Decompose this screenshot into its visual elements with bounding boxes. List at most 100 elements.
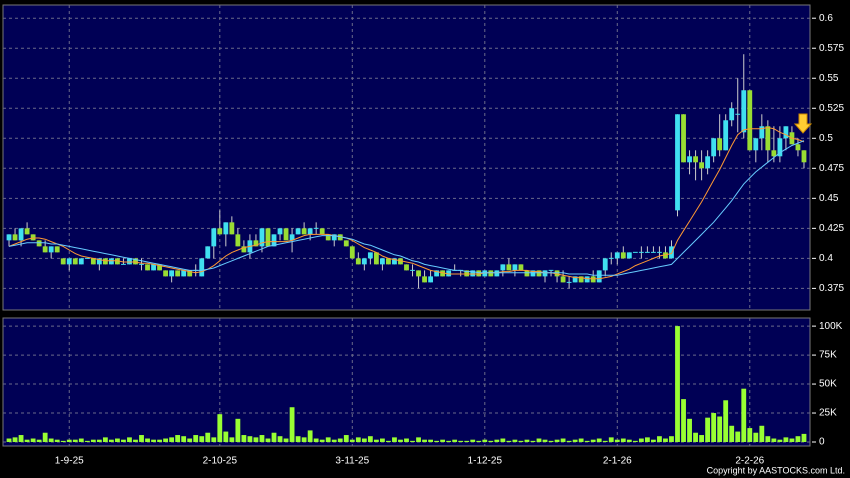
candle-body bbox=[181, 270, 187, 277]
candle-body bbox=[494, 270, 500, 277]
volume-bar bbox=[795, 436, 801, 442]
candle-body bbox=[253, 240, 259, 247]
volume-bar bbox=[235, 418, 241, 442]
candle-body bbox=[404, 264, 409, 271]
candle-body bbox=[777, 138, 783, 157]
candle-body bbox=[289, 234, 295, 241]
candle-body bbox=[361, 258, 367, 265]
volume-bar bbox=[759, 425, 765, 442]
x-tick-label: 3-11-25 bbox=[335, 456, 369, 467]
candle-body bbox=[530, 270, 536, 277]
volume-bar bbox=[319, 439, 325, 442]
y-tick-label: 0.6 bbox=[819, 13, 833, 24]
volume-bar bbox=[72, 439, 78, 442]
volume-bar bbox=[651, 439, 656, 442]
volume-bar bbox=[638, 438, 644, 442]
moving-average-line bbox=[8, 140, 805, 276]
volume-bar bbox=[361, 438, 367, 442]
volume-bar bbox=[410, 440, 415, 442]
volume-bar bbox=[663, 438, 668, 442]
volume-bar bbox=[584, 440, 590, 442]
candle-body bbox=[139, 263, 144, 265]
volume-bar bbox=[506, 440, 512, 442]
volume-bar bbox=[223, 431, 229, 442]
volume-bar bbox=[446, 440, 452, 442]
volume-bar bbox=[259, 435, 265, 442]
candle-body bbox=[476, 270, 482, 277]
candle-body bbox=[78, 258, 84, 265]
candle-body bbox=[626, 252, 632, 259]
volume-bar bbox=[536, 438, 542, 442]
candle-body bbox=[307, 228, 313, 235]
volume-bar bbox=[482, 439, 488, 442]
volume-bar bbox=[301, 437, 307, 442]
volume-bar bbox=[102, 437, 108, 442]
candle-body bbox=[151, 264, 156, 271]
y-tick-label: 75K bbox=[819, 350, 837, 361]
candle-body bbox=[265, 228, 271, 247]
candle-body bbox=[482, 270, 488, 277]
volume-bar bbox=[181, 436, 187, 442]
volume-bar bbox=[428, 439, 433, 442]
candle-body bbox=[500, 264, 506, 271]
candle-body bbox=[566, 281, 572, 283]
volume-bar bbox=[373, 439, 379, 442]
candle-body bbox=[608, 257, 614, 259]
moving-average-line bbox=[8, 126, 805, 280]
grid bbox=[3, 5, 810, 446]
candle-body bbox=[36, 240, 42, 247]
candle-body bbox=[560, 276, 566, 283]
candle-body bbox=[765, 126, 771, 151]
candle-body bbox=[145, 264, 150, 271]
x-tick-label: 1-9-25 bbox=[55, 456, 84, 467]
candle-body bbox=[735, 113, 741, 115]
volume-bar bbox=[349, 439, 355, 442]
x-tick-label: 1-12-25 bbox=[468, 456, 503, 467]
candle-body bbox=[410, 269, 415, 271]
volume-bar bbox=[217, 414, 223, 442]
y-tick-label: 0.425 bbox=[819, 223, 844, 234]
volume-bar bbox=[54, 439, 60, 442]
volume-bar bbox=[572, 439, 578, 442]
candle-body bbox=[241, 246, 247, 253]
volume-bar bbox=[211, 437, 217, 442]
volume-bar bbox=[289, 407, 295, 442]
candle-body bbox=[223, 222, 229, 235]
candle-body bbox=[584, 276, 590, 283]
volume-bar bbox=[392, 437, 397, 442]
volume-bar bbox=[747, 428, 753, 442]
volume-bar bbox=[404, 438, 409, 442]
candle-body bbox=[723, 120, 729, 151]
candle-body bbox=[446, 270, 452, 277]
volume-bar bbox=[355, 437, 361, 442]
volume-bar bbox=[771, 438, 777, 442]
volume-bar bbox=[247, 436, 253, 442]
candle-body bbox=[747, 90, 753, 151]
candle-body bbox=[127, 258, 132, 265]
volume-bar bbox=[367, 436, 373, 442]
volume-bar bbox=[151, 439, 156, 442]
candle-body bbox=[572, 276, 578, 283]
candle-body bbox=[795, 144, 801, 151]
volume-bar bbox=[434, 440, 440, 442]
volume-bar bbox=[133, 439, 138, 442]
candle-body bbox=[12, 234, 18, 241]
candle-body bbox=[711, 138, 717, 157]
candle-body bbox=[464, 270, 470, 277]
candle-body bbox=[488, 270, 494, 277]
y-tick-label: 100K bbox=[819, 321, 843, 332]
candle-body bbox=[644, 251, 650, 253]
candle-body bbox=[651, 251, 656, 253]
candle-body bbox=[66, 258, 72, 265]
candle-body bbox=[187, 270, 193, 277]
volume-bar bbox=[440, 439, 446, 442]
volume-bar bbox=[644, 437, 650, 442]
candle-body bbox=[319, 228, 325, 235]
volume-bar bbox=[283, 438, 289, 442]
candle-body bbox=[18, 228, 24, 241]
candle-body bbox=[283, 228, 289, 241]
candle-body bbox=[729, 108, 735, 121]
volume-bar bbox=[590, 439, 596, 442]
candle-body bbox=[705, 156, 711, 169]
